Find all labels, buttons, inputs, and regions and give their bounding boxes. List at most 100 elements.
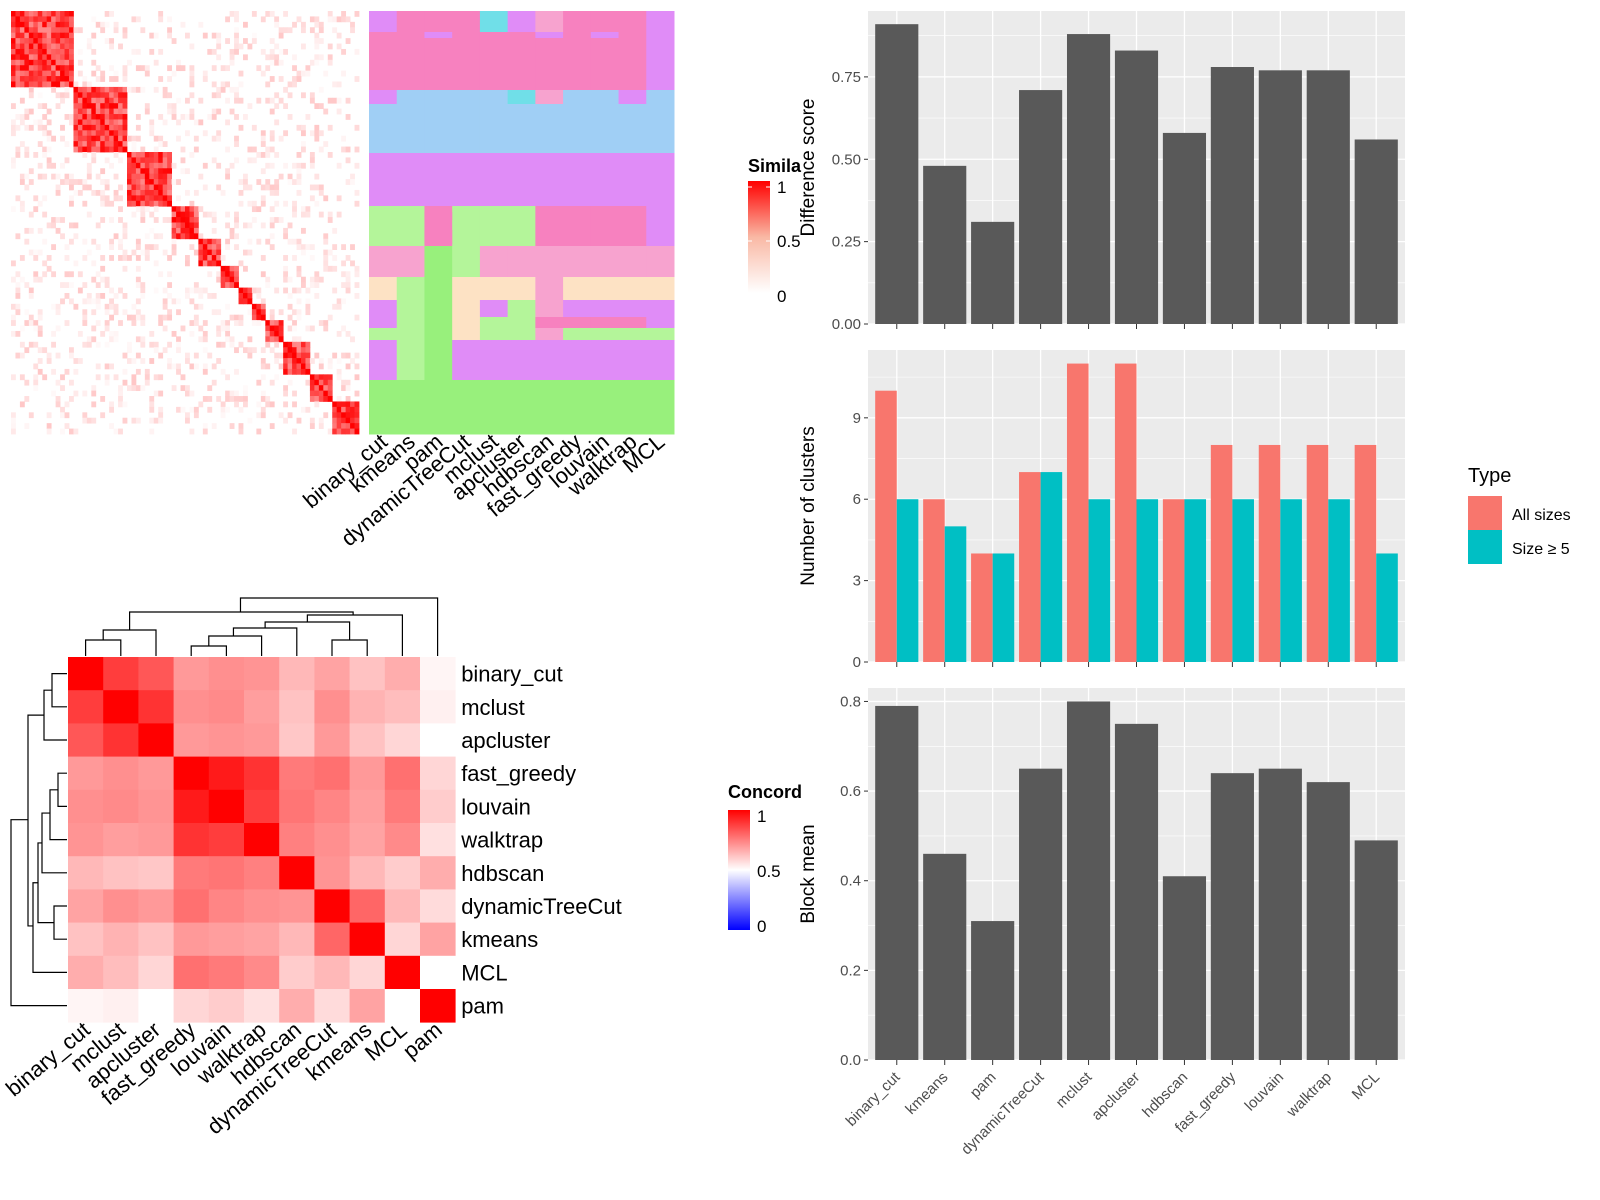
similarity-cell <box>11 314 16 321</box>
similarity-cell <box>260 48 266 55</box>
similarity-cell <box>216 135 222 142</box>
similarity-cell <box>19 48 25 55</box>
similarity-cell <box>283 287 289 294</box>
similarity-cell <box>292 325 297 332</box>
concordance-cell <box>384 889 421 923</box>
similarity-cell <box>189 108 195 115</box>
similarity-cell <box>91 417 97 424</box>
similarity-cell <box>283 390 289 397</box>
similarity-cell <box>162 287 168 294</box>
similarity-cell <box>225 396 231 402</box>
similarity-cell <box>309 16 315 23</box>
similarity-cell <box>251 206 257 213</box>
similarity-cell <box>332 287 338 294</box>
similarity-cell <box>225 244 231 251</box>
similarity-cell <box>234 217 239 223</box>
concordance-cell <box>279 690 315 724</box>
similarity-cell <box>336 330 342 337</box>
similarity-cell <box>15 287 21 294</box>
similarity-cell <box>51 217 57 223</box>
assignment-cell <box>396 277 425 301</box>
concordance-cell <box>103 955 139 990</box>
similarity-cell <box>243 287 248 294</box>
similarity-cell <box>91 141 97 147</box>
similarity-cell <box>234 16 239 23</box>
similarity-cell <box>144 157 150 164</box>
similarity-cell <box>162 347 168 354</box>
similarity-cell <box>332 423 338 429</box>
similarity-cell <box>158 189 164 196</box>
similarity-cell <box>95 244 101 251</box>
similarity-cell <box>37 330 43 337</box>
similarity-cell <box>283 385 289 392</box>
similarity-cell <box>28 16 34 23</box>
similarity-cell <box>69 48 74 55</box>
similarity-cell <box>345 330 351 337</box>
similarity-cell <box>202 32 208 39</box>
similarity-cell <box>15 11 21 17</box>
similarity-cell <box>51 135 57 142</box>
concordance-cell <box>138 823 174 857</box>
assignment-cell <box>563 90 592 105</box>
similarity-cell <box>283 347 289 354</box>
y-tick-label: 0.8 <box>840 693 861 710</box>
similarity-cell <box>55 54 61 61</box>
similarity-cell <box>185 168 190 175</box>
similarity-cell <box>234 271 239 278</box>
assignment-cell <box>535 90 564 105</box>
similarity-cell <box>109 141 115 147</box>
similarity-cell <box>176 179 181 185</box>
similarity-cell <box>354 401 360 408</box>
similarity-cell <box>69 298 74 305</box>
similarity-cell <box>269 336 275 343</box>
similarity-cell <box>292 179 297 185</box>
similarity-cell <box>37 249 43 256</box>
similarity-cell <box>46 108 52 115</box>
similarity-cell <box>104 157 110 164</box>
concordance-cell <box>138 856 174 890</box>
similarity-cell <box>69 222 74 229</box>
similarity-cell <box>28 11 34 17</box>
similarity-cell <box>149 152 155 158</box>
similarity-cell <box>332 97 338 104</box>
similarity-cell <box>82 200 88 207</box>
similarity-cell <box>296 70 302 77</box>
concordance-cell <box>279 856 315 890</box>
similarity-cell <box>243 21 248 28</box>
concordance-cell <box>279 657 315 691</box>
similarity-cell <box>73 114 79 120</box>
similarity-cell <box>301 27 306 34</box>
similarity-cell <box>292 255 297 261</box>
similarity-cell <box>198 401 204 408</box>
assignment-cell <box>452 328 481 341</box>
similarity-cell <box>211 157 217 164</box>
similarity-cell <box>113 336 119 343</box>
similarity-cell <box>229 265 235 272</box>
similarity-cell <box>69 271 74 278</box>
similarity-cell <box>318 86 324 93</box>
similarity-cell <box>64 271 70 278</box>
similarity-cell <box>176 222 181 229</box>
similarity-cell <box>247 157 253 164</box>
similarity-cell <box>46 32 52 39</box>
concordance-cell <box>68 690 104 724</box>
y-tick-label: 0.00 <box>832 316 861 333</box>
similarity-cell <box>251 217 257 223</box>
similarity-cell <box>269 320 275 326</box>
similarity-cell <box>296 265 302 272</box>
similarity-cell <box>171 217 177 223</box>
assignment-cell <box>535 38 564 91</box>
similarity-cell <box>42 114 48 120</box>
assignment-cell <box>507 38 536 91</box>
similarity-cell <box>131 16 137 23</box>
similarity-cell <box>82 417 88 424</box>
similarity-cell <box>234 265 239 272</box>
similarity-cell <box>42 195 48 202</box>
similarity-cell <box>251 309 257 316</box>
similarity-cell <box>243 184 248 191</box>
similarity-cell <box>193 135 199 142</box>
similarity-cell <box>318 320 324 326</box>
similarity-cell <box>82 298 88 305</box>
similarity-cell <box>202 249 208 256</box>
similarity-cell <box>46 423 52 429</box>
